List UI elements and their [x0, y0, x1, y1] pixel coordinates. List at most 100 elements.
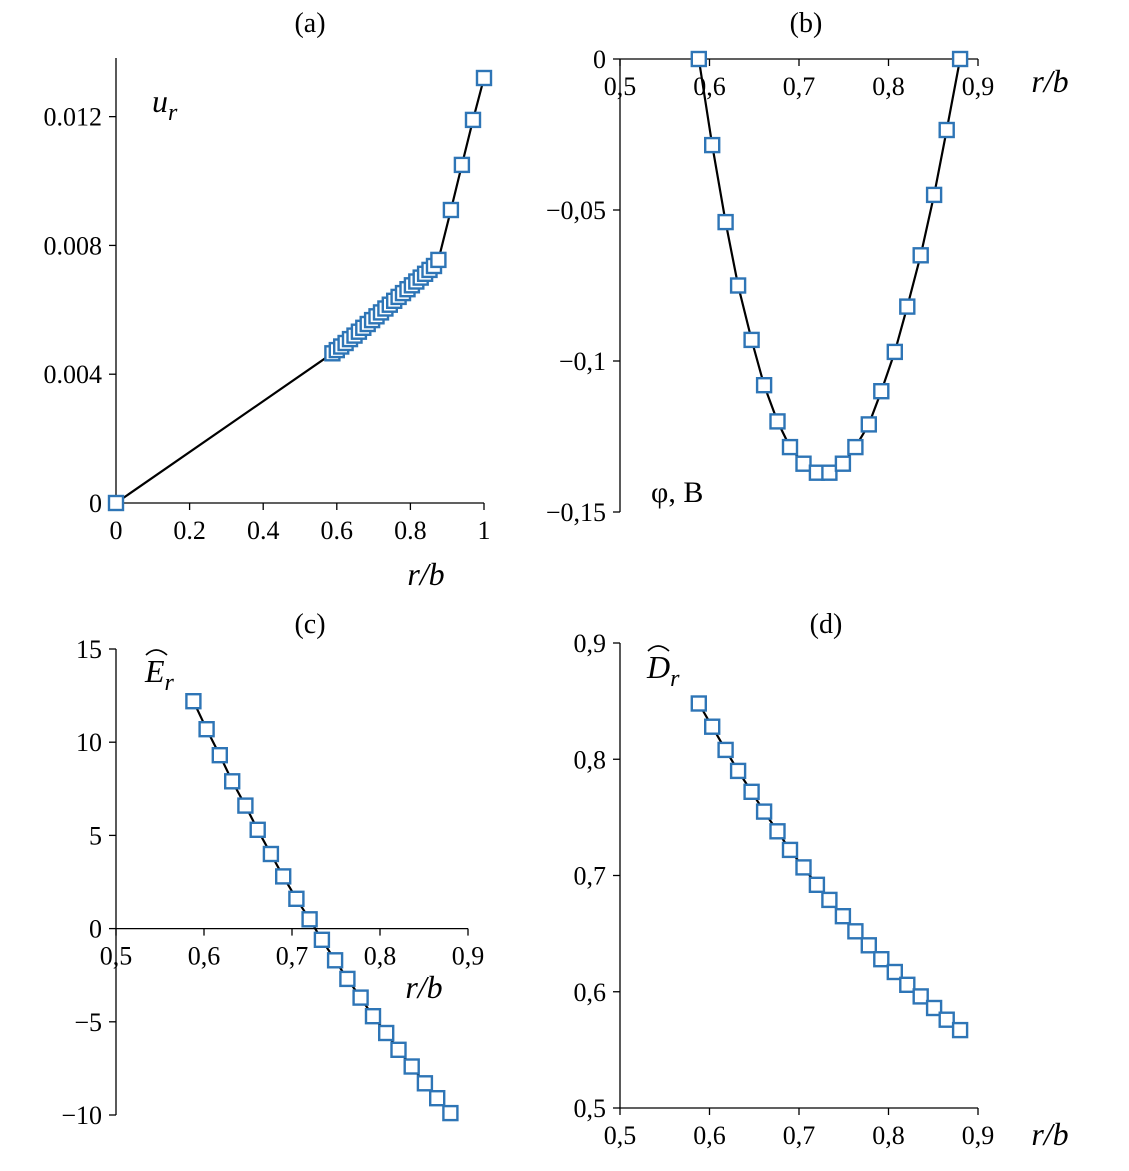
data-point	[899, 298, 916, 315]
y-tick-label: 0.012	[44, 103, 103, 132]
data-point	[352, 989, 369, 1006]
data-point	[453, 156, 471, 174]
series-line	[115, 77, 486, 504]
panel-label-a: (a)	[294, 8, 325, 39]
x-tick-label: 0.6	[321, 516, 354, 545]
data-point	[951, 50, 969, 68]
y-axis-label: Er	[144, 653, 175, 696]
y-tick-label: 0,7	[574, 862, 607, 891]
x-tick-label: 0,9	[962, 72, 995, 101]
data-point	[834, 455, 852, 472]
data-point	[743, 783, 760, 800]
y-tick-label: −0,05	[546, 196, 606, 225]
data-point	[847, 923, 864, 940]
data-point	[729, 277, 747, 294]
data-point	[107, 494, 125, 512]
data-point	[781, 438, 799, 456]
data-point	[717, 741, 734, 759]
x-tick-label: 0,7	[783, 1121, 816, 1150]
data-point	[912, 988, 929, 1005]
data-point	[755, 803, 773, 820]
x-tick-label: 0,5	[604, 1121, 637, 1150]
data-point	[743, 331, 760, 349]
y-tick-label: −5	[74, 1008, 102, 1037]
data-point	[313, 931, 331, 948]
data-point	[951, 1021, 969, 1039]
panel-label-b: (b)	[790, 8, 823, 39]
data-point	[938, 1011, 955, 1028]
panel-a: (a) 0 0.004 0.008 0.012 0 0.2 0.4 0.6 0.8 1 r/b ur	[44, 8, 493, 592]
data-point	[873, 951, 890, 968]
data-point	[275, 868, 292, 885]
x-tick-label: 0,5	[604, 72, 637, 101]
data-point	[223, 773, 241, 790]
x-tick-label: 1	[478, 516, 491, 545]
data-point	[860, 416, 877, 433]
data-point	[860, 937, 877, 954]
data-point	[795, 859, 812, 876]
x-axis-label: r/b	[1031, 1116, 1068, 1152]
data-point	[717, 213, 734, 231]
y-tick-label: −10	[61, 1101, 102, 1130]
data-point	[288, 890, 305, 907]
data-point	[416, 1075, 434, 1092]
y-tick-label: 0.008	[44, 231, 103, 260]
y-axis-label-subscript: r	[168, 100, 178, 126]
data-point	[781, 841, 799, 859]
series-markers	[107, 69, 493, 512]
y-tick-label: 10	[76, 728, 102, 757]
x-tick-label: 0,6	[693, 72, 726, 101]
data-point	[185, 693, 202, 710]
data-point	[442, 201, 460, 219]
data-point	[834, 908, 852, 925]
data-point	[464, 111, 482, 129]
data-point	[755, 377, 773, 394]
y-tick-label: 0,5	[574, 1094, 607, 1123]
series-line	[192, 700, 452, 1114]
x-tick-label: 0	[110, 516, 123, 545]
data-point	[390, 1041, 407, 1059]
data-point	[249, 821, 266, 838]
x-tick-label: 0,8	[872, 72, 905, 101]
y-tick-label: 0	[89, 489, 102, 518]
x-tick-label: 0,9	[962, 1121, 995, 1150]
hat-accent	[145, 649, 168, 656]
data-point	[475, 69, 493, 87]
y-tick-label: −0,15	[546, 498, 606, 527]
data-point	[912, 247, 929, 264]
x-tick-label: 0,7	[783, 72, 816, 101]
data-point	[364, 1008, 382, 1025]
data-point	[808, 876, 826, 893]
data-point	[795, 455, 812, 472]
y-tick-label: −0,1	[559, 347, 606, 376]
x-axis-label: r/b	[405, 969, 442, 1005]
x-tick-label: 0,6	[693, 1121, 726, 1150]
data-point	[301, 911, 318, 928]
x-tick-label: 0.4	[247, 516, 280, 545]
y-tick-label: 0,8	[574, 745, 607, 774]
data-point	[326, 952, 344, 969]
y-tick-label: 0,9	[574, 629, 607, 658]
y-axis-label-main: E	[144, 653, 165, 689]
x-axis-label: r/b	[407, 556, 444, 592]
data-point	[237, 797, 254, 814]
x-tick-label: 0.8	[394, 516, 427, 545]
x-tick-label: 0,8	[364, 942, 397, 971]
data-point	[729, 762, 747, 780]
data-point	[821, 464, 838, 481]
data-point	[925, 186, 943, 204]
data-point	[403, 1058, 420, 1075]
x-axis-label: r/b	[1031, 63, 1068, 99]
y-tick-label: 0.004	[44, 360, 103, 389]
data-point	[938, 121, 955, 139]
x-tick-label: 0,9	[452, 942, 485, 971]
y-tick-label: 0,6	[574, 978, 607, 1007]
data-point	[339, 970, 356, 988]
y-axis-label-main: D	[646, 649, 670, 685]
y-axis-label-subscript: r	[165, 670, 175, 696]
panel-d: (d) 0,9 0,8 0,7 0,6 0,50,5 0,6 0,7 0,8 0,9 r/b Dr	[574, 609, 1069, 1152]
data-point	[769, 823, 786, 840]
data-point	[886, 343, 903, 361]
data-point	[769, 413, 786, 430]
